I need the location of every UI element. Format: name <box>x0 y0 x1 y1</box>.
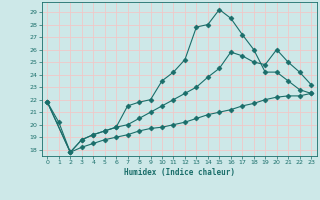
X-axis label: Humidex (Indice chaleur): Humidex (Indice chaleur) <box>124 168 235 177</box>
